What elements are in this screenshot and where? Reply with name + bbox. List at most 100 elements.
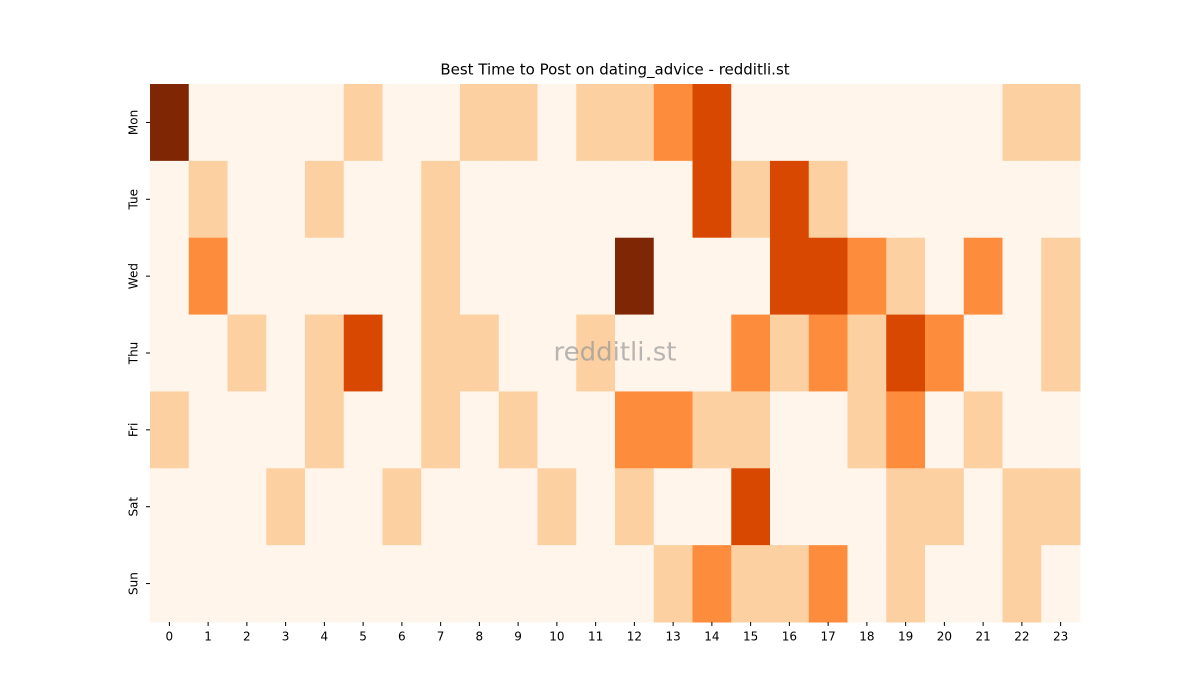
heatmap-cell bbox=[615, 84, 655, 162]
heatmap-cell bbox=[150, 237, 190, 316]
heatmap-cell bbox=[925, 545, 965, 623]
heatmap-cell bbox=[576, 468, 616, 546]
y-tick-label: Sun bbox=[127, 572, 141, 595]
heatmap-cell bbox=[343, 391, 383, 469]
heatmap-cell bbox=[1002, 545, 1042, 623]
heatmap-cell bbox=[692, 160, 732, 239]
heatmap-cell bbox=[886, 237, 926, 316]
heatmap-cell bbox=[808, 314, 848, 392]
heatmap-cell bbox=[305, 237, 345, 316]
heatmap-cell bbox=[343, 84, 383, 162]
heatmap-cell bbox=[188, 391, 228, 469]
heatmap-cell bbox=[576, 314, 616, 392]
heatmap-cell bbox=[576, 237, 616, 316]
y-tick-label: Thu bbox=[127, 342, 141, 366]
heatmap-cell bbox=[382, 545, 422, 623]
x-tick-label: 8 bbox=[476, 630, 484, 644]
heatmap-cell bbox=[731, 468, 771, 546]
heatmap-cell bbox=[188, 160, 228, 239]
x-tick-label: 15 bbox=[743, 630, 758, 644]
x-tick-label: 11 bbox=[588, 630, 603, 644]
heatmap-cell bbox=[1041, 160, 1081, 239]
heatmap-cell bbox=[963, 545, 1003, 623]
heatmap-cell bbox=[886, 160, 926, 239]
heatmap-cell bbox=[692, 468, 732, 546]
heatmap-cell bbox=[382, 314, 422, 392]
heatmap-cell bbox=[963, 391, 1003, 469]
heatmap-cell bbox=[731, 84, 771, 162]
heatmap-cell bbox=[460, 237, 500, 316]
x-tick-label: 9 bbox=[514, 630, 522, 644]
heatmap-cell bbox=[1041, 314, 1081, 392]
heatmap-cell bbox=[150, 160, 190, 239]
heatmap-cell bbox=[421, 391, 461, 469]
x-tick-label: 17 bbox=[820, 630, 835, 644]
heatmap-cell bbox=[305, 160, 345, 239]
heatmap-cell bbox=[1041, 84, 1081, 162]
heatmap-cell bbox=[653, 237, 693, 316]
heatmap-cell bbox=[227, 468, 267, 546]
heatmap-cell bbox=[1002, 237, 1042, 316]
heatmap-cell bbox=[963, 314, 1003, 392]
x-tick-label: 10 bbox=[549, 630, 564, 644]
heatmap-cell bbox=[963, 468, 1003, 546]
heatmap-cell bbox=[963, 160, 1003, 239]
heatmap-cell bbox=[343, 545, 383, 623]
heatmap-cell bbox=[886, 545, 926, 623]
x-tick-label: 20 bbox=[937, 630, 952, 644]
heatmap-cell bbox=[460, 84, 500, 162]
heatmap-cell bbox=[731, 391, 771, 469]
heatmap-cell bbox=[421, 84, 461, 162]
heatmap-cell bbox=[537, 391, 577, 469]
heatmap-cell bbox=[460, 160, 500, 239]
heatmap-cell bbox=[498, 160, 538, 239]
heatmap-cell bbox=[498, 237, 538, 316]
heatmap-cell bbox=[460, 391, 500, 469]
x-tick-label: 18 bbox=[859, 630, 874, 644]
heatmap-cell bbox=[537, 160, 577, 239]
heatmap-cell bbox=[1002, 468, 1042, 546]
heatmap-cell bbox=[925, 237, 965, 316]
heatmap-cell bbox=[460, 545, 500, 623]
heatmap-cell bbox=[615, 160, 655, 239]
heatmap-cell bbox=[266, 237, 306, 316]
heatmap-cell bbox=[692, 545, 732, 623]
heatmap-cell bbox=[498, 468, 538, 546]
heatmap-cell bbox=[808, 84, 848, 162]
heatmap-cell bbox=[382, 237, 422, 316]
heatmap-cell bbox=[305, 468, 345, 546]
heatmap-cell bbox=[498, 391, 538, 469]
heatmap-cell bbox=[925, 84, 965, 162]
heatmap-cell bbox=[460, 468, 500, 546]
heatmap-cell bbox=[770, 391, 810, 469]
heatmap-cell bbox=[382, 84, 422, 162]
heatmap-cell bbox=[498, 545, 538, 623]
heatmap-cell bbox=[421, 237, 461, 316]
heatmap-cell bbox=[537, 545, 577, 623]
heatmap-cell bbox=[1041, 237, 1081, 316]
heatmap-cell bbox=[537, 84, 577, 162]
heatmap-cell bbox=[498, 314, 538, 392]
heatmap-cell bbox=[847, 84, 887, 162]
heatmap-cell bbox=[382, 160, 422, 239]
heatmap-cell bbox=[150, 391, 190, 469]
heatmap-cell bbox=[770, 237, 810, 316]
heatmap-cell bbox=[615, 468, 655, 546]
heatmap-cell bbox=[382, 468, 422, 546]
heatmap-cell bbox=[808, 391, 848, 469]
heatmap-cell bbox=[421, 314, 461, 392]
heatmap-cell bbox=[692, 314, 732, 392]
watermark: redditli.st bbox=[554, 338, 677, 368]
heatmap-cell bbox=[1041, 468, 1081, 546]
heatmap-cell bbox=[227, 237, 267, 316]
x-tick-label: 5 bbox=[359, 630, 367, 644]
heatmap-cell bbox=[886, 468, 926, 546]
heatmap-cell bbox=[808, 160, 848, 239]
heatmap-cell bbox=[227, 314, 267, 392]
heatmap-cell bbox=[150, 314, 190, 392]
x-tick-label: 16 bbox=[782, 630, 797, 644]
heatmap-cell bbox=[847, 314, 887, 392]
heatmap-cell bbox=[266, 160, 306, 239]
heatmap-cell bbox=[886, 314, 926, 392]
